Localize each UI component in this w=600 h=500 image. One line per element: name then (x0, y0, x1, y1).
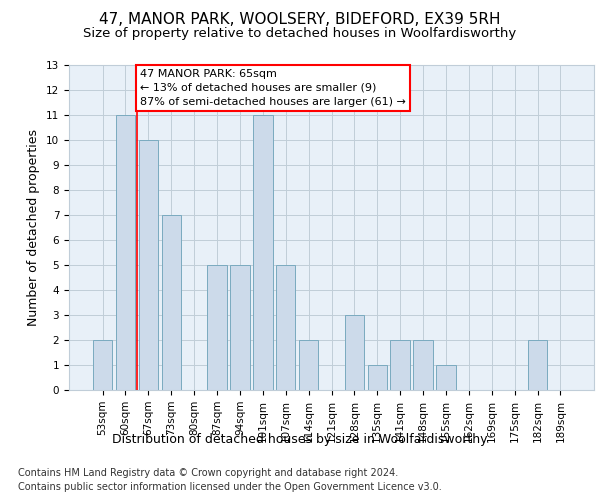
Bar (253, 115, 272, 390)
Text: Distribution of detached houses by size in Woolfardisworthy: Distribution of detached houses by size … (112, 432, 488, 446)
Y-axis label: Number of detached properties: Number of detached properties (28, 129, 40, 326)
Text: 47 MANOR PARK: 65sqm
← 13% of detached houses are smaller (9)
87% of semi-detach: 47 MANOR PARK: 65sqm ← 13% of detached h… (140, 68, 406, 107)
Bar (528, 340, 547, 390)
Bar (230, 265, 250, 390)
Bar (368, 365, 387, 390)
Bar (276, 265, 295, 390)
Bar (116, 115, 135, 390)
Bar (413, 340, 433, 390)
Bar (139, 140, 158, 390)
Bar (161, 215, 181, 390)
Bar (391, 340, 410, 390)
Text: 47, MANOR PARK, WOOLSERY, BIDEFORD, EX39 5RH: 47, MANOR PARK, WOOLSERY, BIDEFORD, EX39… (99, 12, 501, 28)
Bar (93, 340, 112, 390)
Bar (436, 365, 455, 390)
Text: Contains public sector information licensed under the Open Government Licence v3: Contains public sector information licen… (18, 482, 442, 492)
Bar (208, 265, 227, 390)
Text: Size of property relative to detached houses in Woolfardisworthy: Size of property relative to detached ho… (83, 28, 517, 40)
Text: Contains HM Land Registry data © Crown copyright and database right 2024.: Contains HM Land Registry data © Crown c… (18, 468, 398, 477)
Bar (344, 315, 364, 390)
Bar (299, 340, 319, 390)
